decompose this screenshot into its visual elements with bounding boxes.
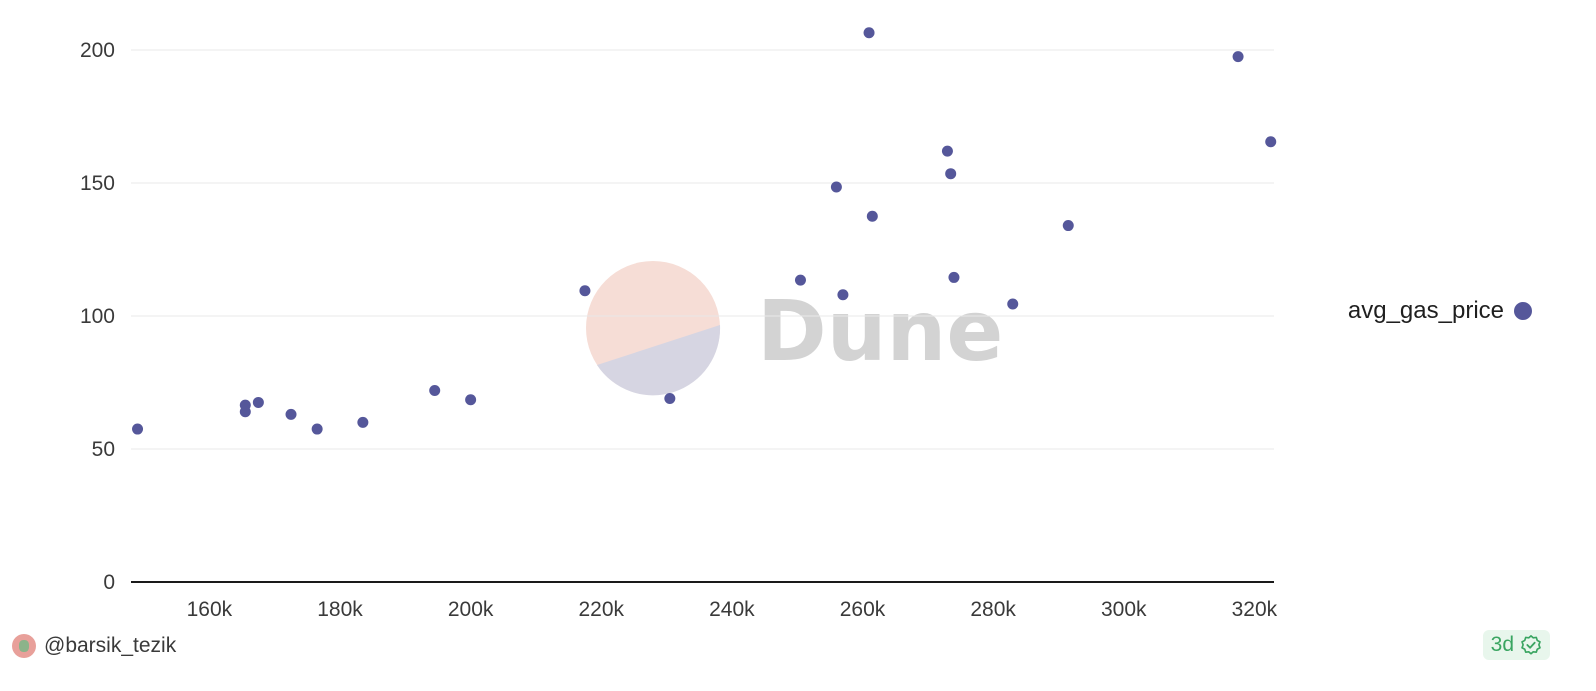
author-username: @barsik_tezik	[44, 634, 177, 657]
avatar	[12, 634, 36, 658]
y-tick-label: 0	[103, 571, 115, 594]
scatter-point[interactable]	[794, 274, 806, 286]
scatter-point[interactable]	[945, 168, 957, 180]
scatter-point[interactable]	[863, 27, 875, 39]
legend-dot	[1514, 302, 1532, 320]
x-tick-label: 220k	[578, 598, 624, 621]
grid-lines	[131, 49, 1274, 450]
scatter-point[interactable]	[357, 416, 369, 428]
age-badge: 3d	[1482, 630, 1550, 660]
scatter-point[interactable]	[1265, 136, 1277, 148]
y-tick-label: 100	[80, 305, 115, 328]
x-tick-label: 240k	[709, 598, 755, 621]
scatter-point[interactable]	[311, 423, 323, 435]
scatter-point[interactable]	[837, 289, 849, 301]
scatter-point[interactable]	[1062, 220, 1074, 232]
x-tick-label: 320k	[1232, 598, 1278, 621]
x-tick-label: 200k	[448, 598, 494, 621]
scatter-point[interactable]	[285, 408, 297, 420]
x-tick-label: 160k	[187, 598, 233, 621]
scatter-point[interactable]	[664, 392, 676, 404]
scatter-point[interactable]	[830, 181, 842, 193]
scatter-point[interactable]	[239, 399, 251, 411]
watermark-logo-bottom	[597, 325, 721, 396]
x-tick-label: 280k	[970, 598, 1016, 621]
x-tick-label: 260k	[840, 598, 886, 621]
scatter-point[interactable]	[941, 145, 953, 157]
scatter-point[interactable]	[252, 396, 264, 408]
legend[interactable]: avg_gas_price	[1348, 297, 1532, 325]
scatter-point[interactable]	[866, 210, 878, 222]
legend-label: avg_gas_price	[1347, 297, 1504, 324]
scatter-point[interactable]	[1232, 51, 1244, 63]
axes: 0 50 100 150 200 160k 180k 200k 220k 240k 260k 280k…	[80, 39, 1278, 621]
y-tick-label: 50	[92, 438, 115, 461]
scatter-point[interactable]	[465, 394, 477, 406]
author[interactable]: @barsik_tezik	[12, 634, 176, 658]
x-tick-label: 300k	[1101, 598, 1147, 621]
scatter-point[interactable]	[579, 285, 591, 297]
y-tick-label: 200	[80, 39, 115, 62]
scatter-point[interactable]	[948, 271, 960, 283]
scatter-point[interactable]	[132, 423, 144, 435]
dune-watermark: Dune	[586, 261, 1003, 396]
age-text: 3d	[1490, 633, 1514, 656]
scatter-point[interactable]	[1007, 298, 1019, 310]
y-tick-label: 150	[80, 172, 115, 195]
verified-check-icon	[1521, 635, 1541, 655]
watermark-text: Dune	[757, 282, 1003, 380]
scatter-points[interactable]	[132, 27, 1277, 435]
x-tick-label: 180k	[317, 598, 363, 621]
scatter-point[interactable]	[429, 384, 441, 396]
